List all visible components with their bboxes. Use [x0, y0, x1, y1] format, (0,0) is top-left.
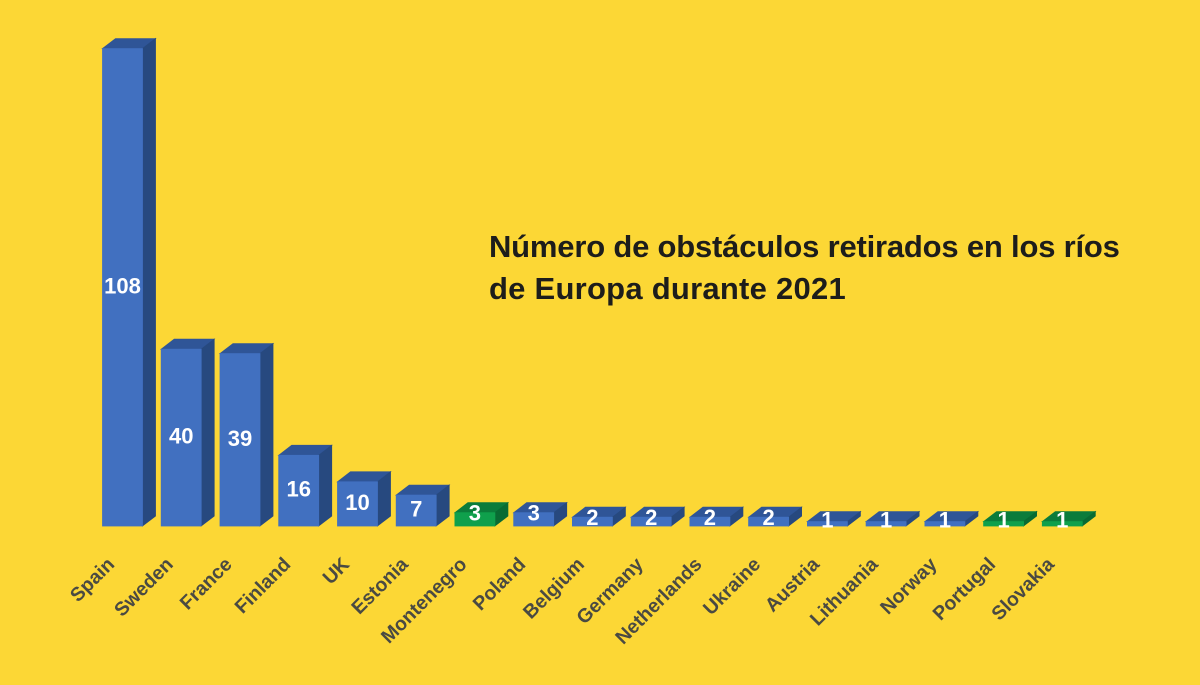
svg-text:3: 3 — [528, 501, 540, 526]
svg-text:1: 1 — [880, 508, 892, 533]
svg-text:10: 10 — [345, 490, 369, 515]
svg-text:3: 3 — [469, 501, 481, 526]
svg-text:7: 7 — [410, 497, 422, 522]
svg-text:2: 2 — [704, 505, 716, 530]
svg-text:39: 39 — [228, 426, 252, 451]
svg-text:40: 40 — [169, 424, 193, 449]
svg-text:1: 1 — [821, 508, 833, 533]
svg-text:1: 1 — [997, 508, 1009, 533]
svg-text:1: 1 — [939, 508, 951, 533]
svg-text:2: 2 — [586, 505, 598, 530]
svg-text:16: 16 — [286, 477, 310, 502]
svg-text:2: 2 — [645, 505, 657, 530]
svg-text:108: 108 — [104, 273, 141, 298]
svg-text:2: 2 — [762, 505, 774, 530]
svg-text:Número de obstáculos retirados: Número de obstáculos retirados en los rí… — [489, 229, 1120, 264]
svg-text:1: 1 — [1056, 508, 1068, 533]
svg-text:de Europa durante 2021: de Europa durante 2021 — [489, 271, 846, 306]
